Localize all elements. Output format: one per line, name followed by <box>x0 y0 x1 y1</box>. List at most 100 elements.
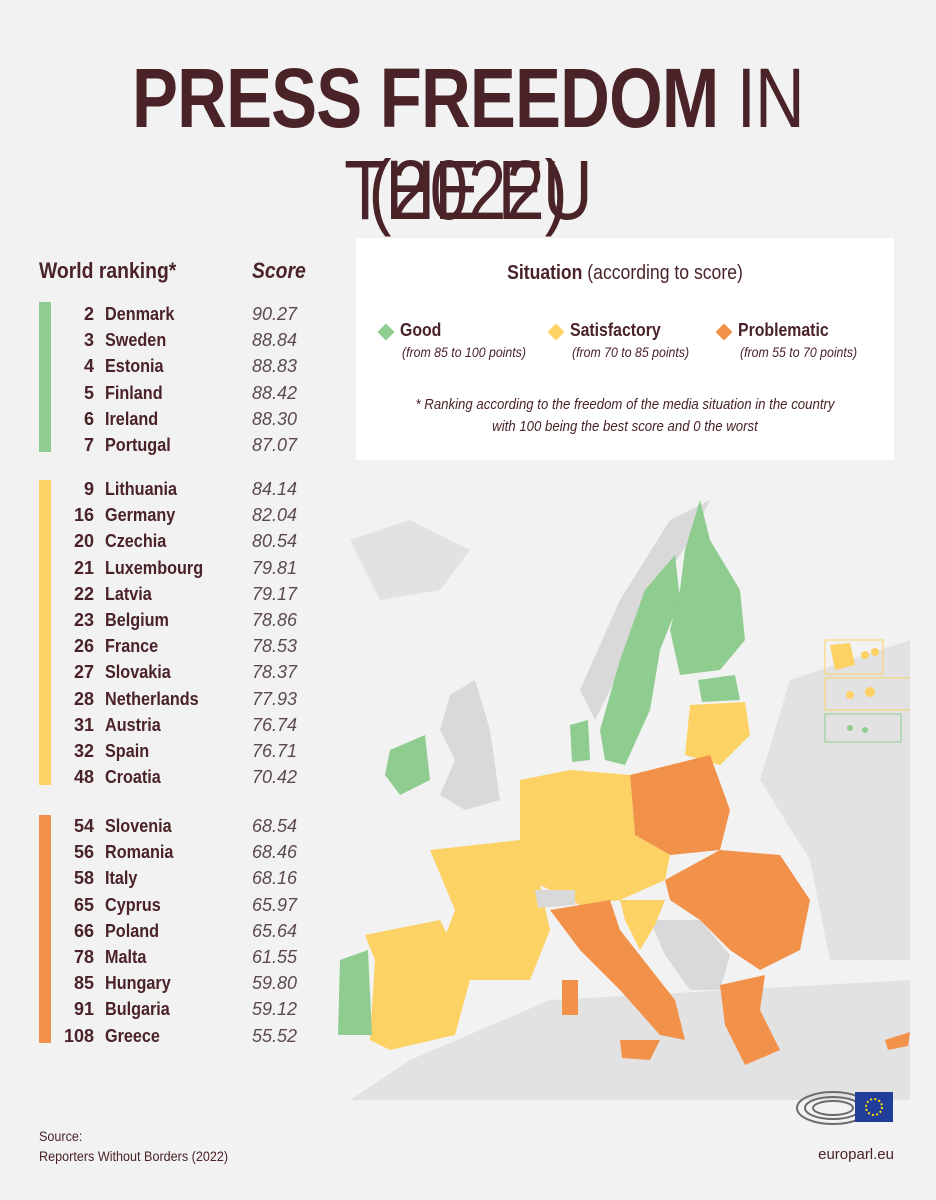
row-score: 79.81 <box>252 557 298 578</box>
outermost-inset-1 <box>824 639 884 675</box>
eu-map <box>338 500 910 1100</box>
row-country: Finland <box>105 382 163 403</box>
row-rank: 6 <box>83 408 94 429</box>
outermost-region-dot <box>871 648 879 656</box>
row-country: Austria <box>105 714 161 735</box>
row-score: 70.42 <box>252 767 298 788</box>
map-switzerland <box>535 890 575 908</box>
row-country: Slovenia <box>105 816 172 836</box>
problematic-diamond-icon <box>715 323 733 341</box>
row-rank: 85 <box>73 973 94 994</box>
page-title-year: (2022) <box>368 143 568 237</box>
row-rank: 26 <box>73 636 94 657</box>
legend-note-line1: * Ranking according to the freedom of th… <box>415 396 835 413</box>
outermost-region-dot <box>865 687 875 697</box>
score-header: Score <box>252 258 306 283</box>
row-score: 68.16 <box>252 868 298 889</box>
map-greece <box>720 975 780 1065</box>
row-rank: 66 <box>73 920 94 941</box>
map-spain <box>365 920 470 1050</box>
row-score: 84.14 <box>252 479 298 499</box>
legend-range: (from 55 to 70 points) <box>740 344 858 360</box>
map-italy <box>550 900 685 1040</box>
row-rank: 78 <box>73 947 94 967</box>
row-rank: 9 <box>83 479 94 499</box>
row-rank: 2 <box>83 304 94 324</box>
row-country: France <box>105 636 159 657</box>
map-latvia-lithuania <box>685 702 750 765</box>
outermost-region-dot <box>847 725 853 731</box>
satisfactory-diamond-icon <box>547 323 565 341</box>
row-rank: 48 <box>73 767 94 788</box>
map-central-europe <box>520 770 670 905</box>
outermost-region-guiana <box>830 643 855 670</box>
row-country: Malta <box>105 947 147 967</box>
map-uk <box>440 680 500 810</box>
good-diamond-icon <box>377 323 395 341</box>
row-country: Greece <box>105 1025 160 1046</box>
row-country: Belgium <box>105 610 169 630</box>
rank-header: World ranking* <box>39 258 177 283</box>
map-background-land <box>350 520 910 1100</box>
row-country: Netherlands <box>105 688 199 709</box>
satisfactory-group-bar <box>39 480 51 785</box>
source-label: Source: <box>39 1128 83 1144</box>
row-score: 88.83 <box>252 356 298 377</box>
row-rank: 16 <box>73 505 94 526</box>
row-rank: 28 <box>73 688 94 709</box>
legend-label: Problematic <box>738 320 829 340</box>
map-france <box>430 840 550 980</box>
row-rank: 65 <box>73 894 94 915</box>
outermost-inset-2 <box>824 677 910 711</box>
row-country: Spain <box>105 741 150 761</box>
row-rank: 27 <box>73 662 94 683</box>
legend-panel: Situation (according to score) Good (fro… <box>356 238 894 460</box>
european-parliament-logo <box>796 1091 893 1125</box>
row-score: 65.64 <box>252 920 298 941</box>
row-score: 80.54 <box>252 531 298 552</box>
row-score: 61.55 <box>252 947 298 967</box>
map-cyprus <box>885 1032 910 1050</box>
map-sicily <box>620 1040 660 1060</box>
map-finland <box>670 500 745 675</box>
legend-title-bold: Situation <box>507 262 583 284</box>
row-rank: 22 <box>73 583 94 604</box>
row-score: 65.97 <box>252 894 298 915</box>
map-estonia <box>698 675 740 702</box>
row-rank: 21 <box>73 557 94 578</box>
row-country: Slovakia <box>105 662 171 683</box>
row-score: 88.42 <box>252 382 298 403</box>
row-score: 78.86 <box>252 610 298 630</box>
map-sardinia <box>562 980 578 1015</box>
row-country: Luxembourg <box>105 557 204 578</box>
row-score: 55.52 <box>252 1025 298 1046</box>
map-portugal <box>338 950 372 1035</box>
row-rank: 32 <box>73 741 94 761</box>
row-country: Denmark <box>105 304 175 324</box>
title-light: IN THE EU <box>344 51 805 237</box>
row-country: Hungary <box>105 973 171 994</box>
row-score: 88.84 <box>252 330 298 351</box>
row-rank: 3 <box>83 330 94 351</box>
row-score: 78.37 <box>252 662 298 683</box>
row-country: Lithuania <box>105 479 177 499</box>
row-rank: 91 <box>73 999 94 1020</box>
row-rank: 20 <box>73 531 94 552</box>
row-score: 87.07 <box>252 435 298 455</box>
footer-site[interactable]: europarl.eu <box>818 1146 894 1163</box>
row-country: Poland <box>105 920 160 941</box>
outermost-region-dot <box>862 727 868 733</box>
row-rank: 7 <box>83 435 94 455</box>
row-country: Italy <box>105 868 138 889</box>
row-score: 79.17 <box>252 583 298 604</box>
row-score: 76.74 <box>252 714 298 735</box>
row-country: Sweden <box>105 330 167 351</box>
outermost-region-dot <box>846 691 854 699</box>
row-country: Latvia <box>105 583 152 604</box>
row-country: Bulgaria <box>105 999 170 1020</box>
row-country: Germany <box>105 505 176 526</box>
row-rank: 31 <box>73 714 94 735</box>
map-balkans <box>650 920 730 990</box>
row-score: 68.46 <box>252 842 298 863</box>
row-rank: 4 <box>83 356 94 377</box>
